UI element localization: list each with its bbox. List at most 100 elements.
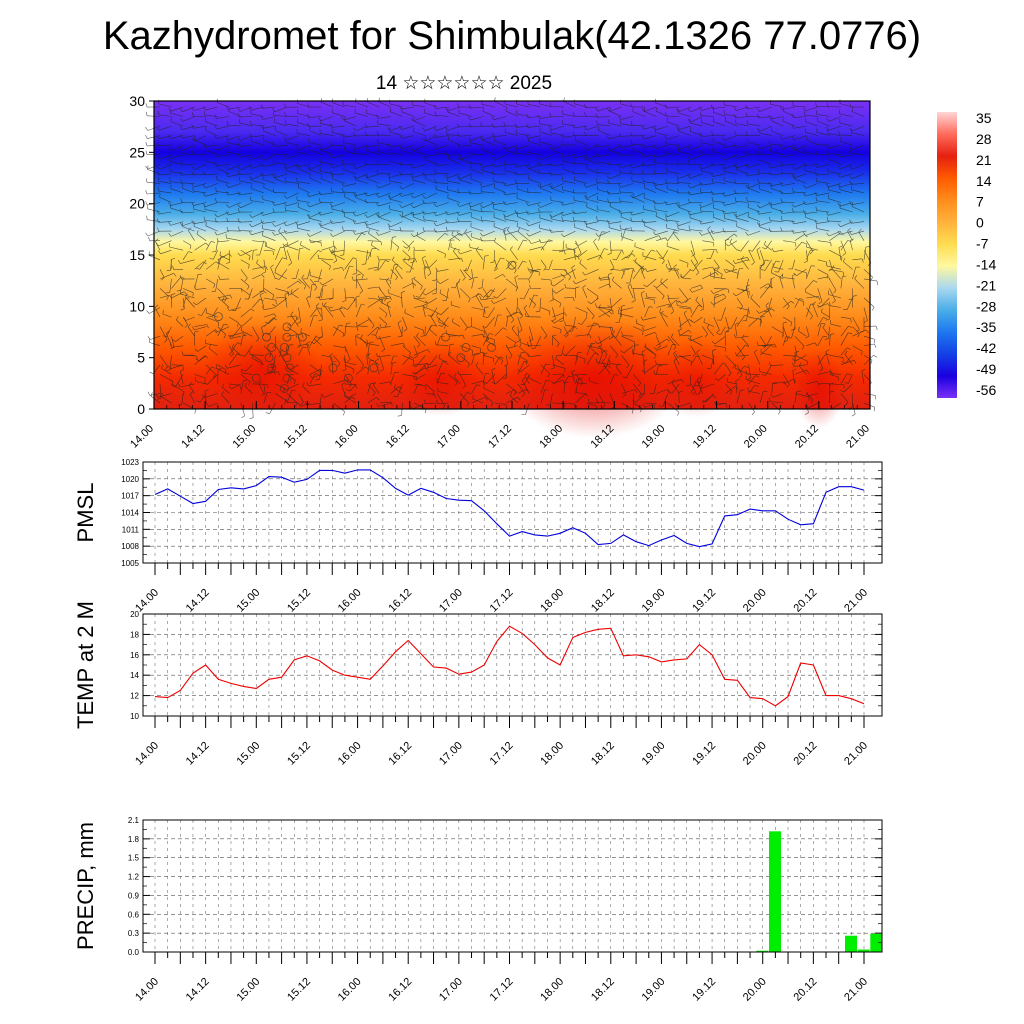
wind-barb xyxy=(563,326,569,335)
wind-barb-flag xyxy=(387,143,390,148)
wind-barb-flag xyxy=(226,166,230,170)
wind-barb-flag xyxy=(462,277,466,281)
wind-barb-flag xyxy=(602,358,606,363)
wind-barb-flag xyxy=(282,243,286,247)
wind-barb-flag xyxy=(803,200,806,205)
wind-barb xyxy=(401,150,414,155)
wind-barb-flag xyxy=(526,232,530,237)
wind-barb-flag xyxy=(145,111,148,116)
wind-barb-flag xyxy=(237,218,240,223)
wind-barb-flag xyxy=(223,323,228,326)
wind-barb-flag xyxy=(150,392,153,397)
wind-barb xyxy=(483,387,495,394)
wind-barb xyxy=(448,355,461,366)
wind-barb-flag xyxy=(388,225,390,230)
wind-barb xyxy=(456,283,461,299)
wind-barb xyxy=(828,230,842,237)
wind-barb xyxy=(367,360,370,375)
wind-barb xyxy=(263,288,275,296)
wind-barb-flag xyxy=(231,343,235,348)
wind-barb xyxy=(539,131,553,136)
wind-barb-flag xyxy=(330,123,332,128)
wind-barb xyxy=(372,384,380,394)
wind-barb-flag xyxy=(654,347,658,351)
y-tick-label: 0.6 xyxy=(128,910,140,919)
wind-barb-flag xyxy=(297,280,302,284)
wind-barb-flag xyxy=(606,135,610,140)
wind-barb-flag xyxy=(399,185,403,190)
wind-barb xyxy=(724,192,738,197)
wind-barb xyxy=(758,307,772,314)
wind-barb xyxy=(414,297,426,299)
wind-barb xyxy=(700,210,715,213)
wind-barb-flag xyxy=(260,292,264,296)
wind-barb xyxy=(159,294,170,299)
wind-barb xyxy=(692,259,703,272)
wind-barb xyxy=(505,316,509,327)
wind-barb-flag xyxy=(700,285,704,289)
wind-barb xyxy=(632,192,645,199)
wind-barb-flag xyxy=(837,230,841,235)
wind-barb-flag xyxy=(612,330,616,335)
wind-barb-flag xyxy=(806,369,810,374)
wind-barb xyxy=(643,209,657,213)
wind-barb xyxy=(724,218,738,222)
wind-barb xyxy=(187,326,195,337)
chart-title: Kazhydromet for Shimbulak(42.1326 77.077… xyxy=(102,14,922,58)
wind-barb xyxy=(297,133,311,136)
wind-barb xyxy=(562,202,576,206)
wind-barb-flag xyxy=(476,384,481,386)
wind-barb xyxy=(286,135,299,141)
wind-barb xyxy=(308,142,322,146)
wind-barb-flag xyxy=(514,170,517,175)
wind-barb-flag xyxy=(341,182,344,187)
wind-barb xyxy=(413,349,428,356)
wind-barb xyxy=(710,355,715,369)
wind-barb-flag xyxy=(851,413,856,417)
wind-barb-flag xyxy=(278,227,282,232)
wind-barb xyxy=(206,374,218,385)
wind-barb xyxy=(428,297,438,304)
wind-barb xyxy=(447,173,461,179)
wind-barb-flag xyxy=(166,296,169,301)
wind-barb xyxy=(574,211,588,214)
wind-barb xyxy=(805,291,818,299)
wind-barb xyxy=(712,350,715,365)
wind-barb-flag xyxy=(456,203,460,207)
wind-barb xyxy=(482,183,495,188)
wind-barb-flag xyxy=(272,303,276,307)
wind-barb xyxy=(402,356,411,366)
wind-barb-flag xyxy=(422,210,425,215)
wind-barb-flag xyxy=(203,111,206,116)
wind-barb-flag xyxy=(168,134,171,139)
wind-barb xyxy=(436,144,449,150)
wind-barb xyxy=(193,125,207,129)
wind-barb xyxy=(158,114,172,117)
x-tick-label: 15.00 xyxy=(234,976,262,1004)
wind-barb xyxy=(690,173,703,179)
wind-barb-flag xyxy=(156,166,160,170)
wind-barb-flag xyxy=(190,391,194,395)
wind-barb xyxy=(713,288,729,290)
wind-barb xyxy=(552,364,566,369)
wind-barb xyxy=(297,206,311,213)
wind-barb xyxy=(735,116,749,119)
wind-barb xyxy=(331,362,334,375)
wind-barb-flag xyxy=(560,233,565,237)
wind-barb xyxy=(205,130,218,136)
wind-barb-flag xyxy=(213,283,216,288)
wind-barb xyxy=(590,297,599,305)
wind-barb xyxy=(598,336,602,346)
wind-barb-flag xyxy=(756,341,759,346)
wind-barb xyxy=(794,148,807,155)
wind-barb xyxy=(451,234,461,241)
wind-barb-flag xyxy=(572,189,575,194)
wind-barb xyxy=(551,211,565,218)
wind-barb-flag xyxy=(806,392,809,396)
wind-barb xyxy=(343,211,357,214)
wind-barb-flag xyxy=(606,175,610,180)
wind-barb-flag xyxy=(208,344,211,349)
wind-barb-flag xyxy=(805,335,810,339)
wind-barb xyxy=(481,220,495,222)
wind-barb xyxy=(378,216,391,222)
